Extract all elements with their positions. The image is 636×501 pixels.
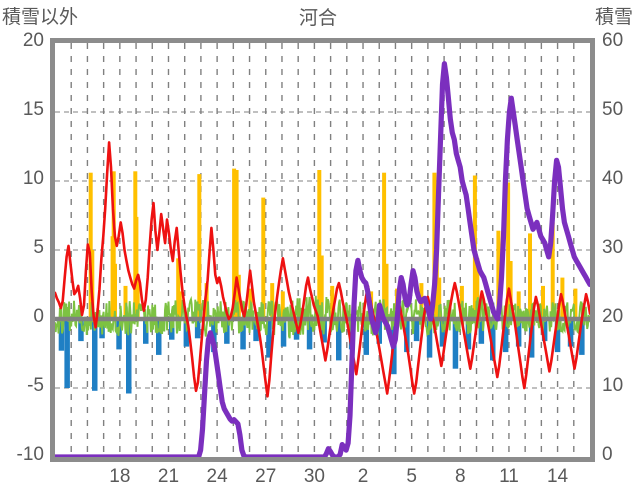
precipitation-bar <box>177 291 182 319</box>
precipitation-bar <box>516 291 521 319</box>
right-tick-label: 40 <box>602 168 624 189</box>
humidity-bar <box>554 319 561 353</box>
precipitation-bar <box>232 168 237 319</box>
humidity-bar <box>439 319 446 347</box>
left-tick-label: 10 <box>22 168 44 189</box>
precipitation-bar <box>111 171 116 319</box>
right-tick-label: 20 <box>602 306 624 327</box>
humidity-bar <box>376 319 382 344</box>
humidity-bar <box>306 319 313 350</box>
precipitation-bar <box>319 255 324 319</box>
right-tick-label: 0 <box>602 444 613 465</box>
precipitation-bar <box>541 285 545 319</box>
precipitation-bar <box>382 172 387 319</box>
snow-depth-line <box>55 61 590 457</box>
precipitation-bar <box>437 277 442 319</box>
precipitation-bar <box>123 285 128 319</box>
humidity-bar <box>194 319 201 339</box>
x-tick-label: 2 <box>357 466 369 487</box>
humidity-bar <box>567 319 574 347</box>
humidity-bar <box>426 319 433 358</box>
humidity-bar <box>336 319 342 361</box>
x-tick-label: 24 <box>206 466 228 487</box>
precipitation-bar <box>528 233 532 319</box>
humidity-bar <box>126 319 132 394</box>
humidity-bar <box>58 319 65 351</box>
precipitation-bars <box>88 168 578 319</box>
precipitation-bar <box>197 174 202 319</box>
humidity-bar <box>64 319 70 388</box>
precipitation-bar <box>330 285 335 319</box>
precipitation-bar <box>204 283 209 319</box>
precipitation-bar <box>261 197 266 319</box>
x-tick-label: 11 <box>499 466 519 487</box>
left-tick-label: 20 <box>22 30 44 51</box>
right-tick-label: 50 <box>602 99 624 120</box>
precipitation-bar <box>234 170 239 319</box>
humidity-bar <box>579 319 585 355</box>
humidity-bar <box>515 319 522 347</box>
humidity-bar <box>363 319 369 355</box>
humidity-bar <box>183 319 190 347</box>
precipitation-bar <box>113 263 117 319</box>
humidity-bar <box>413 319 420 342</box>
humidity-bar <box>280 319 287 347</box>
left-tick-label: -10 <box>16 444 44 465</box>
x-tick-label: 8 <box>455 466 466 487</box>
x-tick-label: 5 <box>406 466 417 487</box>
plot-area <box>50 38 595 462</box>
temperature-line <box>55 141 590 398</box>
precipitation-bar <box>88 172 93 319</box>
x-tick-label: 30 <box>303 466 325 487</box>
precipitation-bar <box>496 230 501 319</box>
right-tick-label: 30 <box>602 237 624 258</box>
precipitation-bar <box>135 274 140 319</box>
humidity-bar <box>478 319 485 344</box>
humidity-bar <box>253 319 259 342</box>
humidity-bar <box>541 319 548 342</box>
x-tick-label: 18 <box>109 466 131 487</box>
precipitation-bar <box>317 170 322 319</box>
humidity-bar <box>240 319 246 350</box>
precipitation-bar <box>506 182 511 319</box>
x-tick-label: 21 <box>157 466 180 487</box>
humidity-bar <box>502 319 509 353</box>
humidity-bar <box>465 319 472 350</box>
humidity-bar <box>143 319 149 344</box>
right-tick-label: 10 <box>602 375 624 396</box>
left-tick-label: 0 <box>33 306 44 327</box>
humidity-bar <box>452 319 459 369</box>
precipitation-bar <box>573 288 578 319</box>
humidity-bar <box>92 319 98 391</box>
right-axis-title: 積雪 <box>594 7 633 28</box>
precipitation-bar <box>550 222 555 319</box>
left-tick-label: 5 <box>33 237 44 258</box>
temperature-trace <box>55 141 590 398</box>
right-tick-label: 60 <box>602 30 624 51</box>
left-tick-label: 15 <box>22 99 44 120</box>
humidity-bar <box>78 319 84 342</box>
plot-svg <box>55 43 590 457</box>
precipitation-bar <box>134 216 139 319</box>
x-tick-label: 14 <box>546 466 569 487</box>
page-title: 河合 <box>298 8 337 29</box>
x-tick-label: 27 <box>255 466 277 487</box>
snow-depth-trace <box>55 61 590 457</box>
precipitation-bar <box>508 261 513 319</box>
left-tick-label: -5 <box>27 375 44 396</box>
precipitation-bar <box>384 263 389 319</box>
precipitation-bar <box>280 291 285 319</box>
precipitation-bar <box>176 258 181 319</box>
precipitation-bar <box>475 258 480 319</box>
humidity-bar <box>266 319 272 358</box>
left-axis-title: 積雪以外 <box>2 7 79 28</box>
humidity-bar <box>156 319 162 355</box>
humidity-bar <box>404 319 410 353</box>
humidity-bar <box>490 319 496 361</box>
